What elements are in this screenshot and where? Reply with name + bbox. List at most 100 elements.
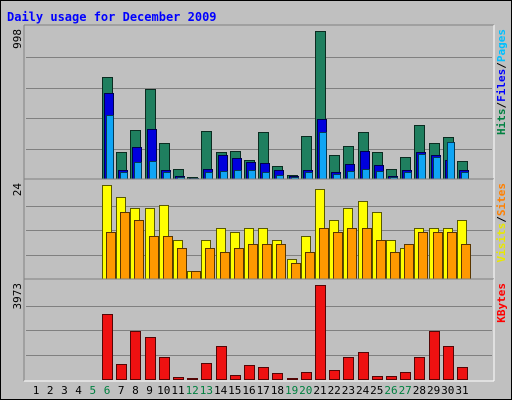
bar-kbytes-day-24 xyxy=(358,352,369,380)
bar-kbytes-day-25 xyxy=(372,376,383,380)
bar-sites-day-23 xyxy=(347,228,357,280)
bar-pages-day-21 xyxy=(319,132,327,180)
legend-entry: / xyxy=(495,102,508,109)
bar-sites-day-28 xyxy=(418,232,428,280)
bar-sites-day-25 xyxy=(376,240,386,280)
bar-pages-day-31 xyxy=(461,172,469,180)
bar-sites-day-22 xyxy=(333,232,343,280)
bar-sites-day-27 xyxy=(404,244,414,280)
bar-sites-day-16 xyxy=(248,244,258,280)
day-label-12: 12 xyxy=(186,384,199,397)
bar-kbytes-day-31 xyxy=(457,367,468,380)
day-label-11: 11 xyxy=(171,384,184,397)
day-label-7: 7 xyxy=(118,384,125,397)
day-label-30: 30 xyxy=(441,384,454,397)
panel-max-label: 3973 xyxy=(11,283,24,310)
bar-kbytes-day-16 xyxy=(244,365,255,380)
legend-entry: Hits xyxy=(495,109,508,136)
day-label-15: 15 xyxy=(228,384,241,397)
bar-sites-day-20 xyxy=(305,252,315,280)
bar-pages-day-15 xyxy=(234,170,242,180)
day-label-1: 1 xyxy=(33,384,40,397)
panel-visits-sites: 24 Visits/Sites xyxy=(11,178,508,282)
day-label-16: 16 xyxy=(242,384,255,397)
day-label-23: 23 xyxy=(342,384,355,397)
day-label-31: 31 xyxy=(455,384,468,397)
bar-pages-day-9 xyxy=(149,161,157,180)
day-label-20: 20 xyxy=(299,384,312,397)
bar-sites-day-8 xyxy=(134,220,144,280)
bar-pages-day-24 xyxy=(362,169,370,180)
day-label-5: 5 xyxy=(89,384,96,397)
bar-kbytes-day-26 xyxy=(386,376,397,380)
day-label-22: 22 xyxy=(328,384,341,397)
day-label-18: 18 xyxy=(271,384,284,397)
bar-pages-day-16 xyxy=(248,170,256,180)
day-label-28: 28 xyxy=(413,384,426,397)
legend-entry: / xyxy=(495,216,508,223)
bar-sites-day-15 xyxy=(234,248,244,280)
bar-pages-day-30 xyxy=(447,142,455,180)
bar-kbytes-day-11 xyxy=(173,377,184,380)
bar-kbytes-day-18 xyxy=(272,373,283,380)
bar-pages-day-27 xyxy=(404,172,412,180)
bar-pages-day-10 xyxy=(163,172,171,180)
bar-kbytes-day-29 xyxy=(429,331,440,380)
bar-pages-day-20 xyxy=(305,172,313,180)
bar-kbytes-day-9 xyxy=(145,337,156,380)
legend-entry: / xyxy=(495,62,508,69)
bar-sites-day-24 xyxy=(362,228,372,280)
bar-pages-day-6 xyxy=(106,115,114,180)
bar-sites-day-7 xyxy=(120,212,130,280)
bar-kbytes-day-20 xyxy=(301,372,312,380)
bar-pages-day-28 xyxy=(418,154,426,180)
bar-kbytes-day-8 xyxy=(130,331,141,380)
bar-sites-day-10 xyxy=(163,236,173,280)
panel-max-label: 24 xyxy=(11,183,24,197)
panel-kbytes: 3973 KBytes xyxy=(11,278,508,382)
bar-sites-day-18 xyxy=(276,244,286,280)
bar-sites-day-19 xyxy=(291,263,301,280)
day-label-24: 24 xyxy=(356,384,370,397)
bar-pages-day-17 xyxy=(262,172,270,180)
bar-kbytes-day-21 xyxy=(315,285,326,380)
bar-kbytes-day-17 xyxy=(258,367,269,380)
bar-sites-day-11 xyxy=(177,248,187,280)
bar-pages-day-8 xyxy=(134,162,142,180)
day-label-29: 29 xyxy=(427,384,440,397)
bar-kbytes-day-12 xyxy=(187,378,198,380)
bar-kbytes-day-7 xyxy=(116,364,127,380)
bar-kbytes-day-15 xyxy=(230,375,241,380)
bar-kbytes-day-30 xyxy=(443,346,454,380)
day-label-17: 17 xyxy=(257,384,270,397)
day-label-10: 10 xyxy=(157,384,170,397)
bar-kbytes-day-19 xyxy=(287,378,298,380)
bar-pages-day-29 xyxy=(433,157,441,180)
bar-sites-day-17 xyxy=(262,244,272,280)
day-label-9: 9 xyxy=(146,384,153,397)
day-label-19: 19 xyxy=(285,384,298,397)
bar-kbytes-day-23 xyxy=(343,357,354,380)
bar-sites-day-12 xyxy=(191,271,201,280)
bar-kbytes-day-6 xyxy=(102,314,113,380)
bar-kbytes-day-22 xyxy=(329,370,340,380)
bar-sites-day-6 xyxy=(106,232,116,280)
bar-kbytes-day-10 xyxy=(159,357,170,380)
bar-pages-day-25 xyxy=(376,171,384,180)
panel-legend: KBytes xyxy=(495,283,508,323)
legend-entry: Files xyxy=(495,69,508,102)
day-label-26: 26 xyxy=(384,384,397,397)
bar-pages-day-23 xyxy=(347,171,355,180)
bar-sites-day-13 xyxy=(205,248,215,280)
bar-kbytes-day-27 xyxy=(400,372,411,380)
day-labels: 1 2 3 4 5 6 7 8 9 10 11 12 13 14 15 16 17 18 19 20 21 22 23 24 2… xyxy=(33,384,469,397)
bar-pages-day-7 xyxy=(120,172,128,180)
legend-entry: Pages xyxy=(495,29,508,62)
day-label-21: 21 xyxy=(313,384,326,397)
legend-entry: KBytes xyxy=(495,283,508,323)
bar-kbytes-day-13 xyxy=(201,363,212,380)
